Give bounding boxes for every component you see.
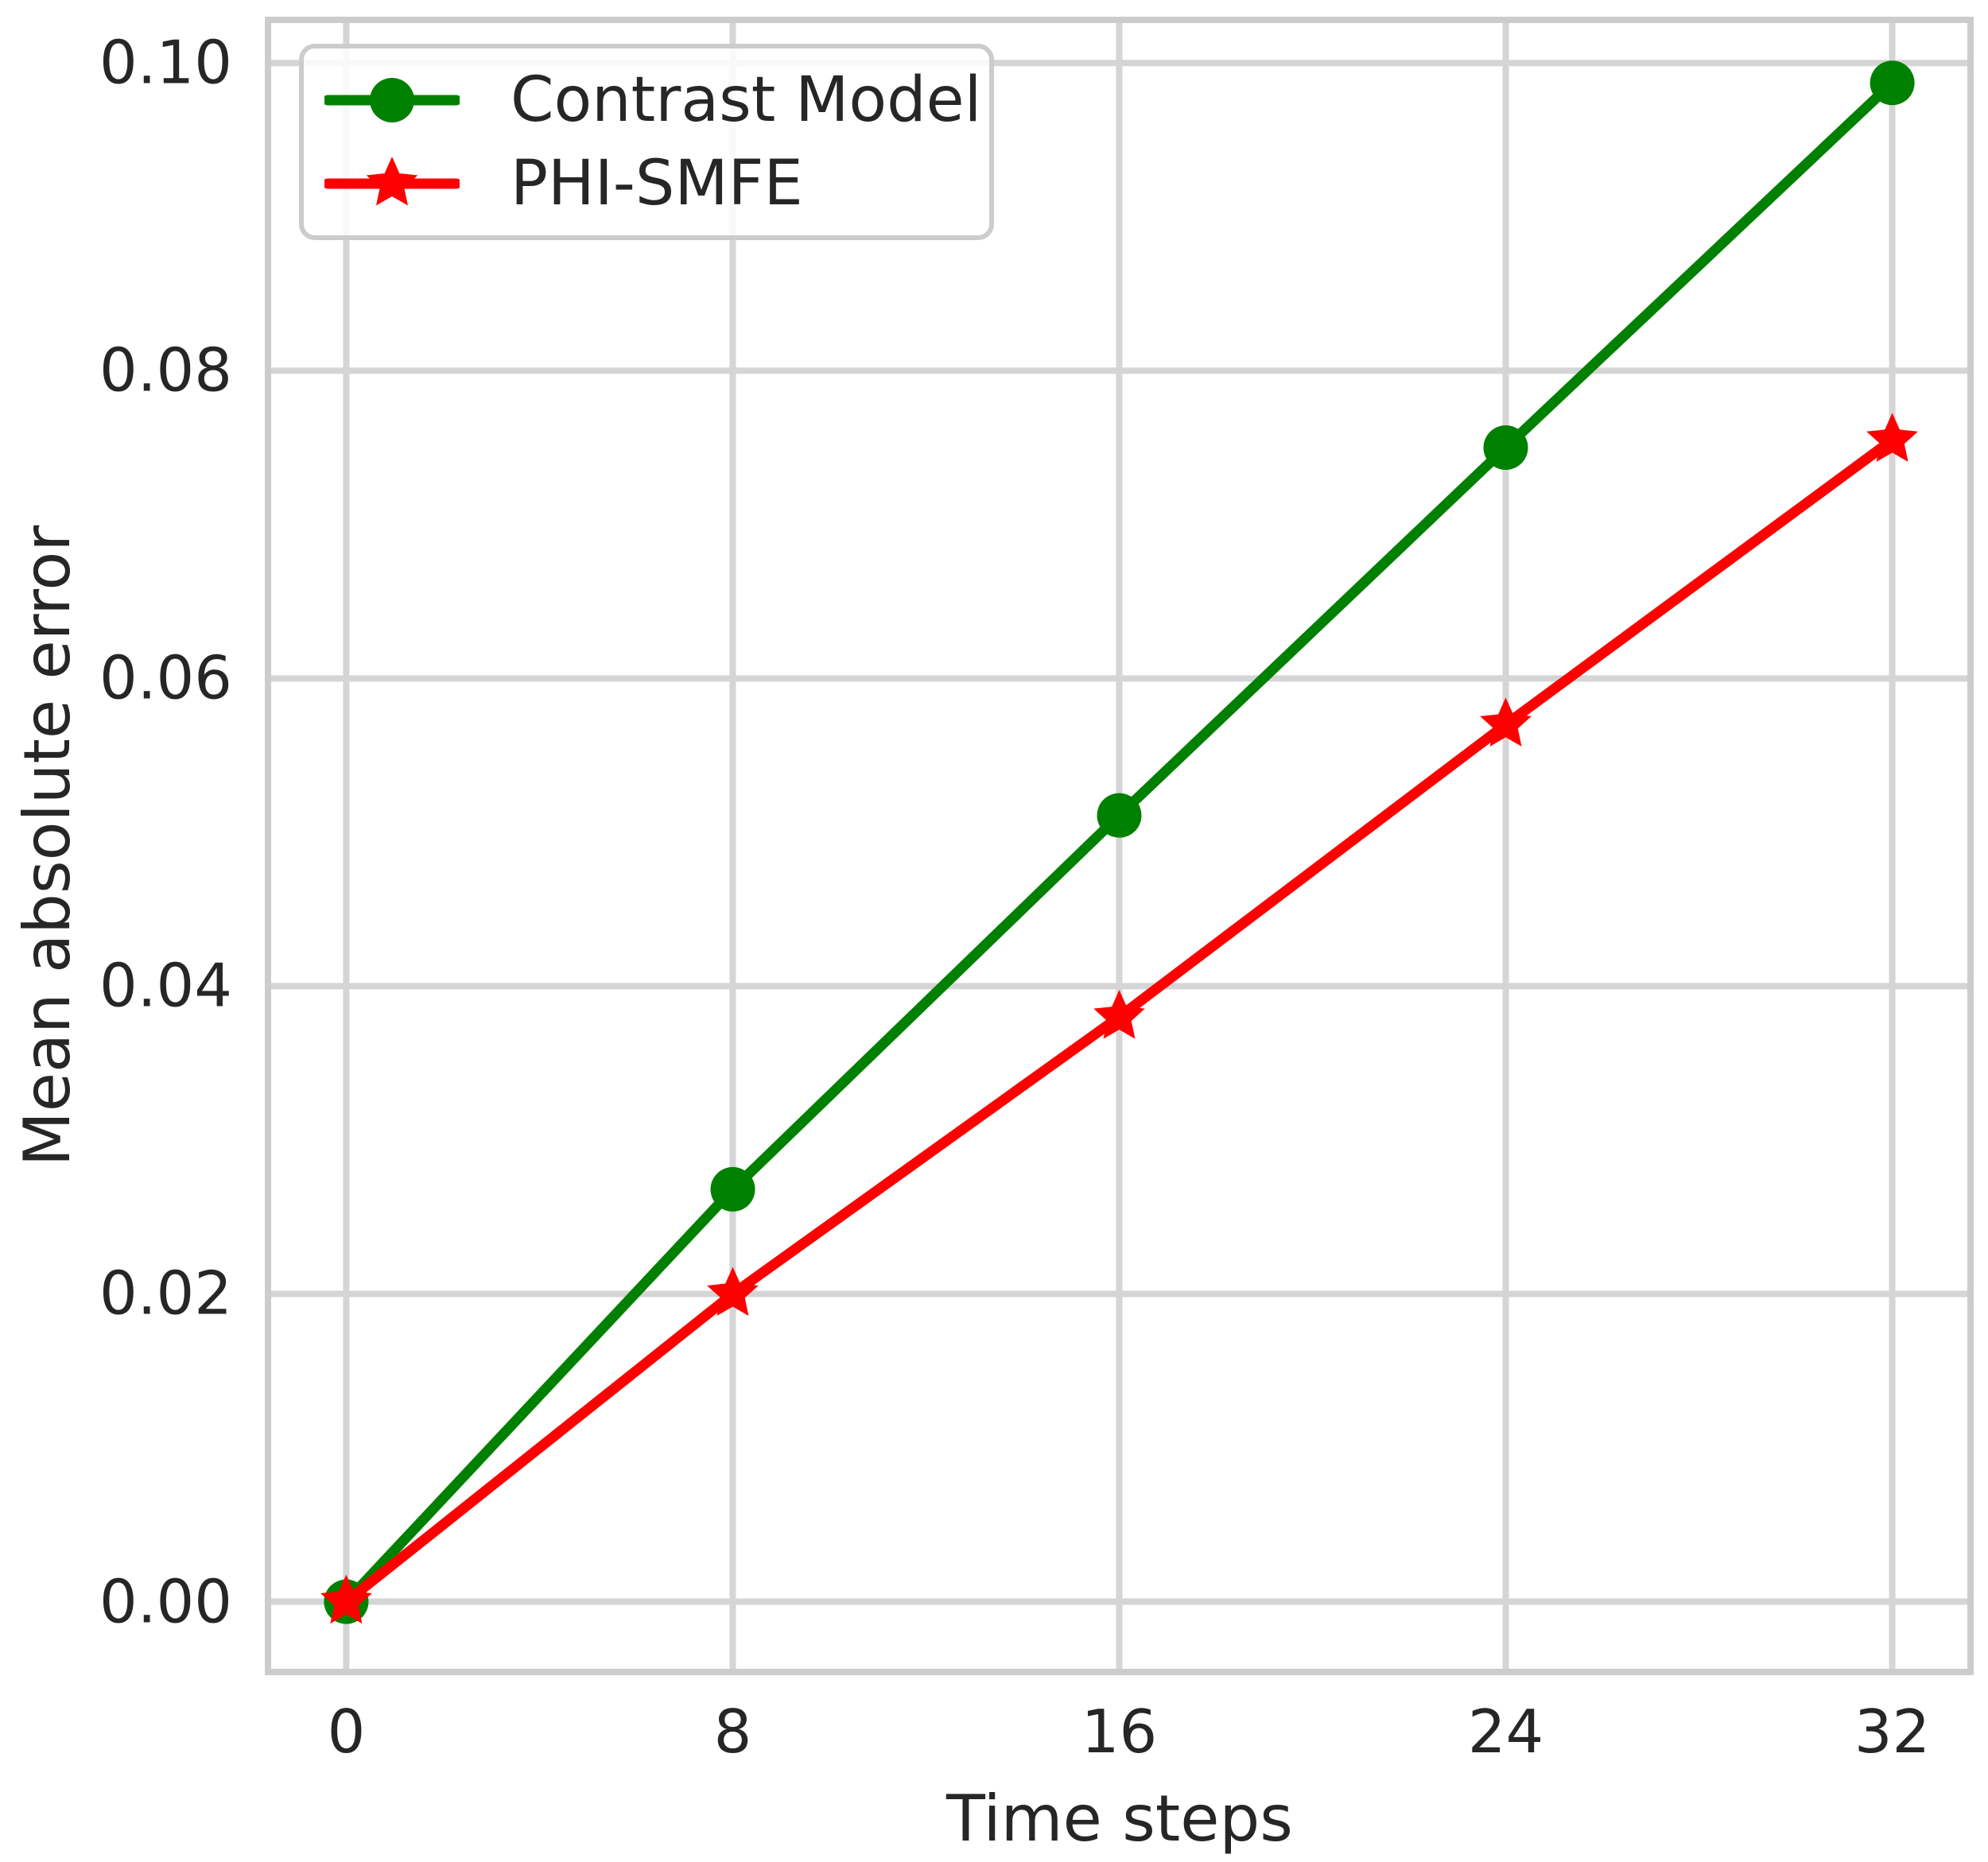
- legend-label-phi-smfe: PHI-SMFE: [511, 148, 803, 219]
- legend-item-phi-smfe: PHI-SMFE: [324, 147, 989, 220]
- legend-line-circle-icon: [324, 78, 460, 122]
- legend-circle-marker: [370, 78, 414, 122]
- y-tick-label: 0.10: [99, 27, 232, 98]
- star-marker: [1093, 990, 1145, 1039]
- y-tick-label: 0.00: [99, 1566, 232, 1637]
- x-axis-label: Time steps: [946, 1782, 1293, 1856]
- x-tick-label: 8: [713, 1697, 752, 1767]
- circle-marker: [1483, 425, 1528, 470]
- star-marker: [707, 1267, 759, 1316]
- legend-item-contrast-model: Contrast Model: [324, 64, 989, 137]
- star-marker: [1480, 697, 1532, 747]
- x-tick-label: 24: [1467, 1697, 1544, 1767]
- circle-marker: [1097, 793, 1142, 838]
- star-marker: [1866, 413, 1918, 462]
- legend: Contrast Model PHI-SMFE: [299, 44, 994, 240]
- y-tick-label: 0.08: [99, 335, 232, 405]
- legend-star-marker: [366, 157, 418, 206]
- legend-label-contrast-model: Contrast Model: [511, 64, 982, 136]
- plot-spines: [265, 17, 1974, 1675]
- x-tick-label: 16: [1081, 1697, 1158, 1767]
- y-tick-label: 0.06: [99, 642, 232, 713]
- y-tick-label: 0.04: [99, 950, 232, 1021]
- y-axis-label: Mean absolute error: [10, 525, 84, 1167]
- legend-line-star-icon: [324, 157, 460, 206]
- x-tick-label: 0: [327, 1697, 366, 1767]
- star-marker: [320, 1574, 372, 1624]
- circle-marker: [710, 1166, 755, 1212]
- x-tick-label: 32: [1854, 1697, 1931, 1767]
- y-tick-label: 0.02: [99, 1258, 232, 1329]
- circle-marker: [1870, 60, 1915, 106]
